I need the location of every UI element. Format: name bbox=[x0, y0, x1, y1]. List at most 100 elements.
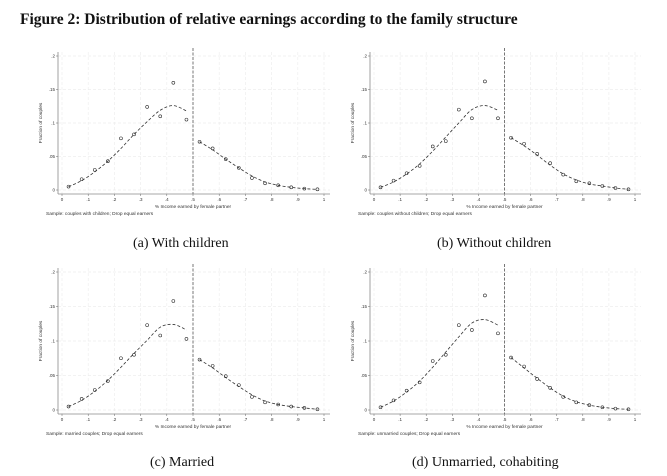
y-tick-label: .2 bbox=[51, 270, 55, 275]
x-tick-label: 0 bbox=[61, 417, 64, 422]
x-tick-label: .4 bbox=[165, 417, 169, 422]
x-tick-label: .8 bbox=[270, 417, 274, 422]
y-tick-label: 0 bbox=[364, 188, 367, 193]
x-tick-label: .6 bbox=[529, 197, 533, 202]
y-tick-label: .1 bbox=[363, 339, 367, 344]
data-point bbox=[92, 168, 97, 172]
y-tick-label: 0 bbox=[364, 408, 367, 413]
data-point bbox=[250, 176, 254, 180]
data-point bbox=[430, 144, 435, 149]
data-point bbox=[378, 185, 383, 190]
data-point bbox=[237, 383, 241, 387]
data-point bbox=[210, 146, 215, 151]
fit-curve-right bbox=[510, 357, 629, 410]
data-point bbox=[470, 116, 474, 121]
data-point bbox=[197, 139, 202, 144]
x-tick-label: .2 bbox=[113, 197, 117, 202]
data-point bbox=[145, 323, 149, 327]
data-point bbox=[106, 379, 110, 383]
data-point bbox=[184, 117, 189, 122]
data-point bbox=[574, 400, 579, 405]
x-tick-label: .9 bbox=[296, 417, 300, 422]
data-point bbox=[79, 177, 84, 182]
y-tick-label: .1 bbox=[51, 121, 55, 126]
data-point bbox=[443, 353, 448, 357]
y-tick-label: .05 bbox=[361, 373, 368, 378]
x-tick-label: .7 bbox=[244, 417, 248, 422]
data-point bbox=[92, 388, 97, 392]
x-axis-label: % Income earned by female partner bbox=[466, 424, 543, 430]
y-tick-label: .15 bbox=[361, 87, 368, 92]
data-point bbox=[106, 159, 110, 163]
x-tick-label: 1 bbox=[634, 197, 637, 202]
data-point bbox=[315, 407, 320, 412]
x-tick-label: .6 bbox=[529, 417, 533, 422]
x-tick-label: .1 bbox=[398, 417, 402, 422]
data-point bbox=[522, 141, 526, 146]
y-axis-label: Fraction of couples bbox=[350, 320, 356, 361]
x-tick-label: .1 bbox=[398, 197, 402, 202]
x-tick-label: .1 bbox=[86, 417, 90, 422]
figure-title: Figure 2: Distribution of relative earni… bbox=[20, 11, 518, 28]
data-point bbox=[263, 400, 267, 405]
data-point bbox=[613, 186, 618, 190]
data-point bbox=[548, 161, 552, 165]
data-point bbox=[561, 172, 565, 177]
data-point bbox=[158, 114, 163, 119]
caption-c: (c) Married bbox=[150, 455, 215, 470]
y-tick-label: .2 bbox=[363, 270, 367, 275]
data-point bbox=[600, 405, 605, 410]
x-tick-label: .2 bbox=[113, 417, 117, 422]
fit-curve-right bbox=[199, 359, 318, 410]
data-point bbox=[509, 135, 513, 140]
x-tick-label: 0 bbox=[373, 197, 376, 202]
x-tick-label: .5 bbox=[191, 197, 195, 202]
data-point bbox=[66, 404, 71, 409]
y-tick-label: .15 bbox=[49, 304, 56, 309]
data-point bbox=[302, 186, 307, 191]
x-tick-label: .6 bbox=[217, 417, 221, 422]
data-point bbox=[574, 179, 579, 184]
data-point bbox=[613, 406, 618, 411]
x-tick-label: .7 bbox=[555, 197, 559, 202]
data-point bbox=[263, 181, 267, 186]
fit-curve-right bbox=[199, 141, 318, 190]
fit-curve-left bbox=[380, 319, 499, 408]
data-point bbox=[496, 331, 500, 336]
x-tick-label: .9 bbox=[607, 417, 611, 422]
caption-a: (a) With children bbox=[133, 236, 229, 251]
data-point bbox=[119, 136, 123, 141]
y-tick-label: .05 bbox=[49, 154, 56, 159]
x-tick-label: 1 bbox=[323, 197, 326, 202]
x-tick-label: 1 bbox=[634, 417, 637, 422]
x-axis-label: % Income earned by female partner bbox=[155, 424, 232, 430]
data-point bbox=[587, 403, 592, 407]
data-point bbox=[171, 81, 176, 85]
sample-note: Sample: couples with children; Drop equa… bbox=[46, 211, 154, 217]
x-tick-label: .2 bbox=[424, 417, 428, 422]
x-tick-label: .3 bbox=[139, 417, 143, 422]
y-tick-label: .2 bbox=[363, 54, 367, 59]
data-point bbox=[417, 380, 422, 385]
x-tick-label: 0 bbox=[61, 197, 64, 202]
y-axis-label: Fraction of couples bbox=[38, 102, 44, 143]
data-point bbox=[548, 386, 552, 390]
fit-curve-left bbox=[68, 323, 187, 407]
data-point bbox=[158, 333, 163, 338]
data-point bbox=[483, 79, 487, 84]
y-tick-label: 0 bbox=[52, 408, 55, 413]
sample-note: Sample: married couples; Drop equal earn… bbox=[46, 431, 143, 437]
data-point bbox=[587, 181, 592, 186]
x-tick-label: .4 bbox=[477, 417, 481, 422]
x-tick-label: .3 bbox=[450, 197, 454, 202]
fit-curve-right bbox=[510, 137, 629, 190]
data-point bbox=[66, 184, 71, 189]
y-axis-label: Fraction of couples bbox=[38, 320, 44, 361]
x-tick-label: .5 bbox=[503, 417, 507, 422]
x-axis-label: % Income earned by female partner bbox=[466, 204, 543, 210]
data-point bbox=[315, 187, 320, 192]
data-point bbox=[430, 359, 435, 363]
data-point bbox=[535, 152, 539, 156]
